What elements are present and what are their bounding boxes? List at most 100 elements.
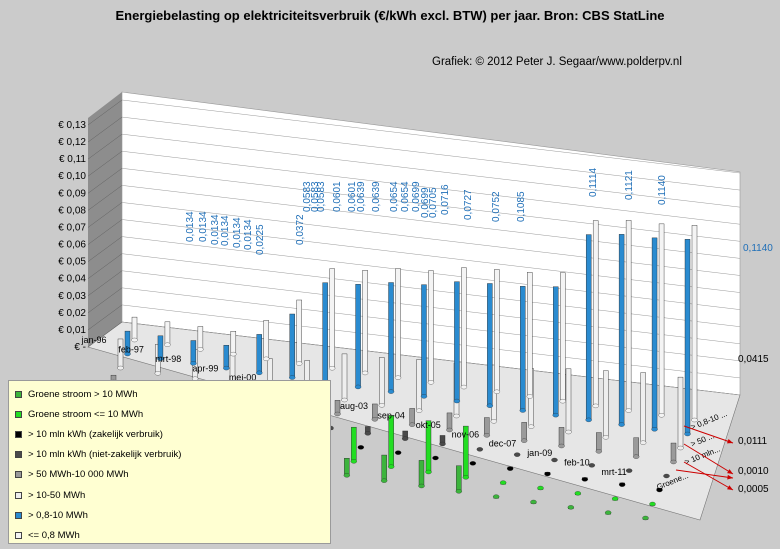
bar-base: [395, 450, 402, 455]
legend-item: <= 0,8 MWh: [15, 525, 330, 545]
bar-base: [642, 515, 649, 521]
bar-base: [574, 491, 581, 496]
bar: [527, 272, 533, 397]
value-label: 0,0134: [210, 214, 221, 245]
bar: [651, 237, 658, 430]
arrow-head: [727, 469, 733, 474]
bar: [197, 326, 204, 350]
gridline-side: [87, 99, 123, 126]
x-tick-label: apr-99: [192, 363, 218, 373]
legend-swatch-icon: [15, 511, 22, 519]
y-tick-label: € 0,02: [58, 308, 86, 319]
x-tick-label: aug-03: [340, 401, 368, 411]
x-tick-label: sep-04: [377, 410, 405, 420]
value-label: 0,0134: [198, 211, 209, 242]
bar: [454, 281, 460, 402]
bar-base: [418, 483, 425, 489]
bar-base: [500, 480, 507, 485]
bar: [558, 427, 565, 447]
bar: [456, 465, 462, 492]
bar-base: [490, 419, 497, 424]
gridline-side: [87, 116, 123, 143]
x-tick-label: mrt-11: [601, 467, 626, 477]
bar: [230, 331, 237, 355]
bar: [670, 442, 677, 463]
annotation-label: 0,0111: [738, 436, 768, 447]
bar-base: [581, 477, 588, 482]
bar-base: [558, 443, 565, 449]
gridline-side: [87, 185, 123, 211]
arrow-head: [727, 438, 733, 444]
bar-base: [350, 459, 357, 464]
x-tick-label: jan-96: [80, 335, 106, 345]
legend-swatch-icon: [15, 491, 22, 499]
value-label: 0,1114: [588, 167, 599, 197]
bar-base: [649, 501, 656, 507]
gridline-side: [87, 253, 123, 279]
x-tick-label: feb-10: [564, 458, 590, 468]
bar: [553, 286, 559, 416]
bar-base: [263, 356, 270, 361]
bar-base: [619, 482, 626, 487]
bar-base: [381, 478, 388, 483]
bar-base: [409, 422, 416, 427]
bar: [484, 417, 490, 436]
bar-base: [658, 413, 665, 418]
bar-base: [460, 384, 468, 390]
gridline-side: [87, 151, 123, 177]
bar: [416, 359, 422, 411]
bar-base: [439, 441, 446, 447]
bar: [395, 268, 401, 378]
y-tick-label: € 0,01: [58, 325, 86, 336]
bar-base: [595, 449, 602, 454]
value-label: 0,1085: [516, 191, 527, 222]
bar-base: [551, 457, 558, 463]
bar-base: [633, 454, 640, 459]
bar: [362, 270, 368, 374]
bar: [603, 370, 609, 438]
bar: [190, 340, 197, 364]
bar: [677, 376, 684, 449]
bar-base: [388, 464, 395, 469]
y-tick-label: € 0,07: [58, 222, 86, 233]
bar-base: [361, 370, 369, 376]
value-label: 0,0134: [243, 219, 254, 250]
annotation-arrow: [683, 425, 734, 444]
bar: [341, 353, 348, 401]
value-label: 0,0601: [332, 181, 343, 212]
value-label: 0,0752: [491, 191, 502, 222]
bar: [625, 220, 632, 411]
bar-base: [357, 445, 364, 450]
bar-base: [640, 440, 647, 445]
value-label: 0,0699: [420, 187, 431, 218]
bar: [633, 437, 639, 457]
value-label: 0,0225: [255, 224, 266, 255]
bar-base: [124, 351, 131, 357]
bar: [329, 268, 335, 369]
bar-base: [420, 394, 428, 399]
bar: [585, 234, 592, 421]
bar-base: [394, 375, 402, 380]
bar-base: [521, 438, 528, 443]
bar: [296, 299, 302, 364]
bar-base: [432, 455, 439, 461]
chart-legend: Groene stroom > 10 MWh Groene stroom <= 1…: [8, 380, 331, 544]
x-tick-label: nov-06: [452, 429, 480, 439]
bar-base: [476, 447, 483, 452]
x-tick-label: mei-00: [229, 373, 257, 383]
bar-base: [530, 499, 537, 505]
bar: [355, 284, 361, 388]
bar-base: [341, 397, 348, 403]
bar-base: [354, 384, 362, 390]
gridline-side: [87, 168, 123, 194]
legend-swatch-icon: [15, 451, 22, 459]
bar: [684, 239, 691, 435]
bar-base: [197, 347, 204, 352]
legend-item: > 0,8-10 MWh: [15, 505, 330, 525]
gridline: [121, 185, 741, 259]
bar: [592, 220, 599, 407]
bar-base: [663, 473, 670, 479]
value-label: 0,0727: [463, 189, 474, 220]
legend-label: > 0,8-10 MWh: [28, 509, 88, 521]
bar-base: [592, 403, 599, 409]
